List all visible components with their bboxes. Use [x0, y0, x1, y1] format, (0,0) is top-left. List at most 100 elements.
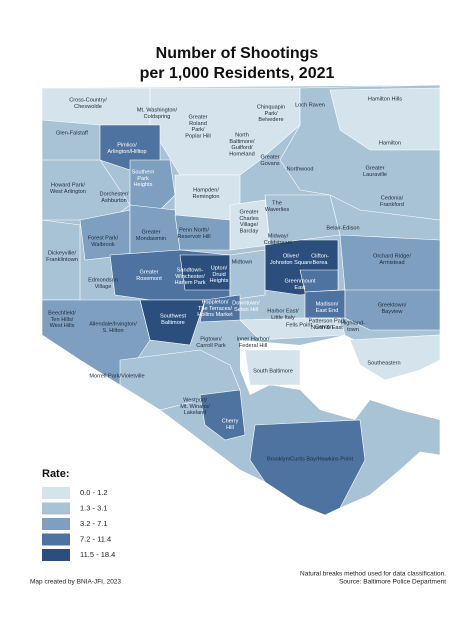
neighborhood-label: Midway/ — [268, 233, 289, 239]
neighborhood-label: Remington — [192, 194, 219, 200]
neighborhood-label: Oliver/ — [283, 253, 300, 259]
note: Natural breaks method used for data clas… — [300, 571, 446, 578]
legend-swatch — [42, 549, 70, 561]
neighborhood-label: Homeland — [229, 151, 255, 157]
neighborhood-labels: Cross-Country/Cheswolde Mt. Washington/Co… — [46, 96, 411, 462]
neighborhood-label: Ashburton — [101, 198, 127, 204]
neighborhood-label: Beechfield/ — [48, 310, 76, 316]
neighborhood-label: Forest Park/ — [88, 235, 119, 241]
neighborhood-label: Harlem Park — [174, 280, 205, 286]
neighborhood-label: Pimlico/ — [117, 142, 137, 148]
neighborhood-label: Frankford — [380, 202, 404, 208]
credit: Map created by BNIA-JFI, 2023 — [30, 579, 121, 586]
neighborhood-label: S. Hilton — [102, 328, 123, 334]
region — [199, 389, 246, 441]
neighborhood-label: Westport/ — [183, 397, 207, 403]
neighborhood-label: The Terraces/ — [198, 306, 233, 312]
neighborhood-label: Orchard Ridge/ — [373, 253, 411, 259]
neighborhood-label: Lakeland — [184, 410, 207, 416]
neighborhood-label: Reservoir Hill — [177, 234, 210, 240]
map-title: Number of Shootings — [156, 45, 319, 62]
neighborhood-label: Greektown/ — [378, 302, 407, 308]
neighborhood-label: Lauraville — [363, 172, 387, 178]
neighborhood-label: Hamilton — [379, 140, 401, 146]
neighborhood-label: Fells Point — [286, 322, 313, 328]
neighborhood-label: East End — [316, 308, 339, 314]
neighborhood-label: Poppleton/ — [202, 299, 229, 305]
neighborhood-label: Dorchester/ — [100, 191, 129, 197]
neighborhood-label: West Hills — [50, 323, 75, 329]
neighborhood-label: Walbrook — [91, 242, 115, 248]
neighborhood-label: Little Italy — [271, 315, 295, 321]
neighborhood-label: Coldspring — [144, 114, 171, 120]
region — [344, 289, 441, 331]
neighborhood-label: Greater — [261, 154, 280, 160]
neighborhood-label: South Baltimore — [253, 368, 293, 374]
legend-label: 1.3 - 3.1 — [80, 503, 108, 512]
neighborhood-label: Village/ — [240, 222, 259, 228]
neighborhood-label: Southeastern — [367, 360, 400, 366]
neighborhood-label: Upton/ — [211, 265, 228, 271]
neighborhood-label: Greenmount — [284, 278, 316, 284]
neighborhood-label: Federal Hill — [239, 343, 267, 349]
neighborhood-label: Hamilton Hills — [368, 96, 402, 102]
neighborhood-label: Belvedere — [258, 117, 283, 123]
region — [129, 159, 176, 211]
neighborhood-label: Charles — [239, 216, 258, 222]
neighborhood-label: Winchester/ — [175, 274, 205, 280]
neighborhood-label: Govans — [260, 161, 279, 167]
neighborhood-label: Rosemont — [136, 276, 162, 282]
legend: Rate: 0.0 - 1.2 1.3 - 3.1 3.2 - 7.1 7.2 - 1… — [42, 468, 115, 561]
city-map — [41, 84, 441, 516]
region — [244, 349, 301, 386]
neighborhood-label: Belair-Edison — [326, 225, 359, 231]
neighborhood-label: Glen-Falstaff — [56, 130, 88, 136]
legend-swatch — [42, 502, 70, 515]
neighborhood-label: Poplar Hill — [185, 133, 211, 139]
neighborhood-label: Harbor East/ — [267, 308, 299, 314]
neighborhood-label: Cross-Country/ — [69, 97, 107, 103]
neighborhood-label: Chinquapin — [257, 104, 285, 110]
neighborhood-label: Mt. Washington/ — [137, 107, 178, 113]
neighborhood-label: Greater — [140, 269, 159, 275]
region — [239, 317, 346, 341]
neighborhood-label: Carroll Park — [196, 343, 226, 349]
neighborhood-label: Greater — [142, 229, 161, 235]
neighborhood-label: Greater — [240, 209, 259, 215]
legend-label: 0.0 - 1.2 — [80, 488, 108, 497]
neighborhood-label: Baltimore — [161, 320, 185, 326]
neighborhood-label: Heights — [134, 182, 153, 188]
neighborhood-label: Park/ — [264, 111, 278, 117]
neighborhood-label: North & East — [311, 325, 343, 331]
neighborhood-label: Druid — [212, 272, 225, 278]
neighborhood-label: Seton Hill — [234, 307, 258, 313]
neighborhood-label: Highland- — [341, 320, 365, 326]
neighborhood-label: Cheswolde — [74, 104, 102, 110]
neighborhood-label: Hampden/ — [193, 187, 219, 193]
neighborhood-label: Penn North/ — [179, 227, 209, 233]
neighborhood-label: Morrell Park/Violetville — [89, 373, 144, 379]
neighborhood-label: Heights — [210, 278, 229, 284]
neighborhood-label: Patterson Park — [309, 318, 346, 324]
neighborhood-label: Loch Raven — [295, 102, 325, 108]
neighborhood-label: Hollins Market — [197, 312, 233, 318]
neighborhood-label: Hill — [226, 425, 234, 431]
neighborhood-label: Bayview — [382, 309, 404, 315]
legend-title: Rate: — [42, 468, 70, 480]
note: Source: Baltimore Police Department — [339, 579, 446, 586]
neighborhood-label: Park/ — [191, 127, 205, 133]
legend-label: 7.2 - 11.4 — [80, 534, 111, 543]
neighborhood-label: Arlington/Hilltop — [107, 149, 146, 155]
legend-swatch — [42, 487, 70, 499]
neighborhood-label: Waverlies — [265, 207, 290, 213]
neighborhood-label: Northwood — [286, 166, 313, 172]
neighborhood-label: Southwest — [160, 313, 187, 319]
neighborhood-label: Roland — [189, 121, 207, 127]
neighborhood-label: Ten Hills/ — [51, 317, 74, 323]
neighborhood-label: Dickeyville/ — [48, 250, 76, 256]
neighborhood-label: The — [272, 200, 282, 206]
legend-label: 11.5 - 18.4 — [80, 550, 115, 559]
region — [299, 269, 339, 293]
legend-label: 3.2 - 7.1 — [80, 519, 108, 528]
